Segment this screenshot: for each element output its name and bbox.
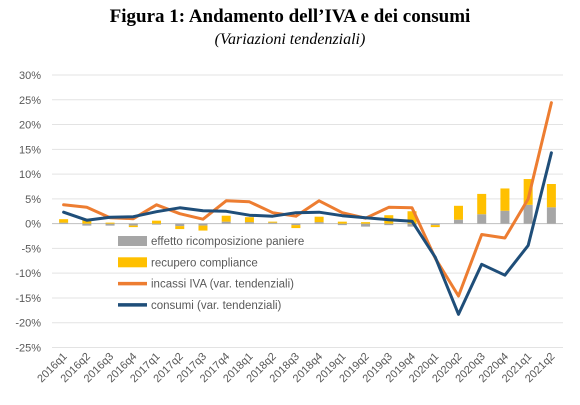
bar-effetto-2021q2 bbox=[546, 207, 556, 224]
bar-recupero-2020q2 bbox=[453, 205, 463, 220]
bar-recupero-2020q3 bbox=[477, 193, 487, 215]
bar-recupero-2018q2 bbox=[268, 221, 278, 223]
bar-recupero-2016q1 bbox=[59, 219, 69, 223]
bar-recupero-2019q2 bbox=[361, 222, 371, 224]
bar-recupero-2018q4 bbox=[314, 216, 324, 223]
legend-label: incassi IVA (var. tendenziali) bbox=[151, 279, 294, 291]
bar-recupero-2020q1 bbox=[430, 225, 440, 228]
bar-effetto-2017q3 bbox=[198, 223, 208, 226]
bar-recupero-2016q3 bbox=[105, 222, 115, 224]
bar-effetto-2016q4 bbox=[128, 223, 138, 226]
legend-swatch bbox=[118, 236, 147, 246]
bar-effetto-2019q3 bbox=[384, 223, 394, 226]
legend-label: consumi (var. tendenziali) bbox=[151, 300, 282, 312]
bar-effetto-2016q2 bbox=[82, 223, 92, 226]
bar-recupero-2019q4 bbox=[407, 211, 417, 224]
bar-recupero-2018q3 bbox=[291, 225, 301, 229]
line-marks bbox=[62, 101, 553, 316]
legend-label: recupero compliance bbox=[151, 257, 258, 269]
y-tick-label: 20% bbox=[19, 120, 41, 132]
y-tick-label: 5% bbox=[25, 194, 41, 206]
bar-effetto-2019q4 bbox=[407, 223, 417, 227]
bar-recupero-2021q2 bbox=[546, 184, 556, 208]
bar-effetto-2017q1 bbox=[152, 223, 162, 225]
bar-effetto-2020q2 bbox=[453, 219, 463, 224]
line-incassi bbox=[62, 101, 553, 298]
y-tick-label: -15% bbox=[15, 293, 41, 305]
bar-recupero-2018q1 bbox=[244, 217, 254, 223]
y-tick-label: 15% bbox=[19, 144, 41, 156]
chart-subtitle: (Variazioni tendenziali) bbox=[214, 31, 366, 48]
bar-effetto-2021q1 bbox=[523, 204, 533, 224]
y-axis: 30% 25% 20% 15% 10% 5% 0% -5% -10% -15% -20% -25% bbox=[15, 70, 41, 355]
y-tick-label: -25% bbox=[15, 343, 41, 355]
y-tick-label: -20% bbox=[15, 318, 41, 330]
legend-swatch bbox=[118, 257, 147, 268]
bar-effetto-2018q4 bbox=[314, 222, 324, 224]
bar-marks bbox=[59, 179, 556, 231]
y-tick-label: -10% bbox=[15, 268, 41, 280]
bar-effetto-2016q1 bbox=[59, 222, 69, 224]
legend: effetto ricomposizione paniere recupero c… bbox=[118, 236, 304, 312]
bar-recupero-2017q1 bbox=[152, 220, 162, 224]
bar-effetto-2020q3 bbox=[477, 214, 487, 224]
x-axis: 2016q12016q22016q32016q42017q12017q22017… bbox=[35, 351, 557, 385]
bar-effetto-2020q4 bbox=[500, 210, 510, 224]
y-tick-label: -5% bbox=[21, 243, 41, 255]
legend-label: effetto ricomposizione paniere bbox=[151, 236, 304, 248]
chart-title: Figura 1: Andamento dell’IVA e dei consu… bbox=[109, 6, 471, 27]
bar-recupero-2021q1 bbox=[523, 179, 533, 205]
bar-effetto-2020q1 bbox=[430, 223, 440, 226]
bar-recupero-2020q4 bbox=[500, 188, 510, 211]
y-tick-label: 30% bbox=[19, 70, 41, 82]
line-consumi bbox=[62, 151, 553, 316]
y-tick-label: 25% bbox=[19, 95, 41, 107]
bar-recupero-2017q3 bbox=[198, 225, 208, 231]
bar-effetto-2019q1 bbox=[337, 223, 347, 226]
bar-effetto-2017q2 bbox=[175, 223, 185, 227]
bar-effetto-2017q4 bbox=[221, 221, 231, 224]
bar-effetto-2019q2 bbox=[361, 223, 371, 227]
bar-effetto-2018q2 bbox=[268, 222, 278, 224]
y-tick-label: 0% bbox=[25, 219, 41, 231]
bar-recupero-2019q1 bbox=[337, 221, 347, 224]
y-tick-label: 10% bbox=[19, 169, 41, 181]
bar-effetto-2018q1 bbox=[244, 222, 254, 224]
bar-effetto-2018q3 bbox=[291, 223, 301, 226]
bar-effetto-2016q3 bbox=[105, 223, 115, 226]
bar-recupero-2017q4 bbox=[221, 215, 231, 222]
bar-recupero-2017q2 bbox=[175, 226, 185, 230]
bar-recupero-2016q4 bbox=[128, 225, 138, 228]
